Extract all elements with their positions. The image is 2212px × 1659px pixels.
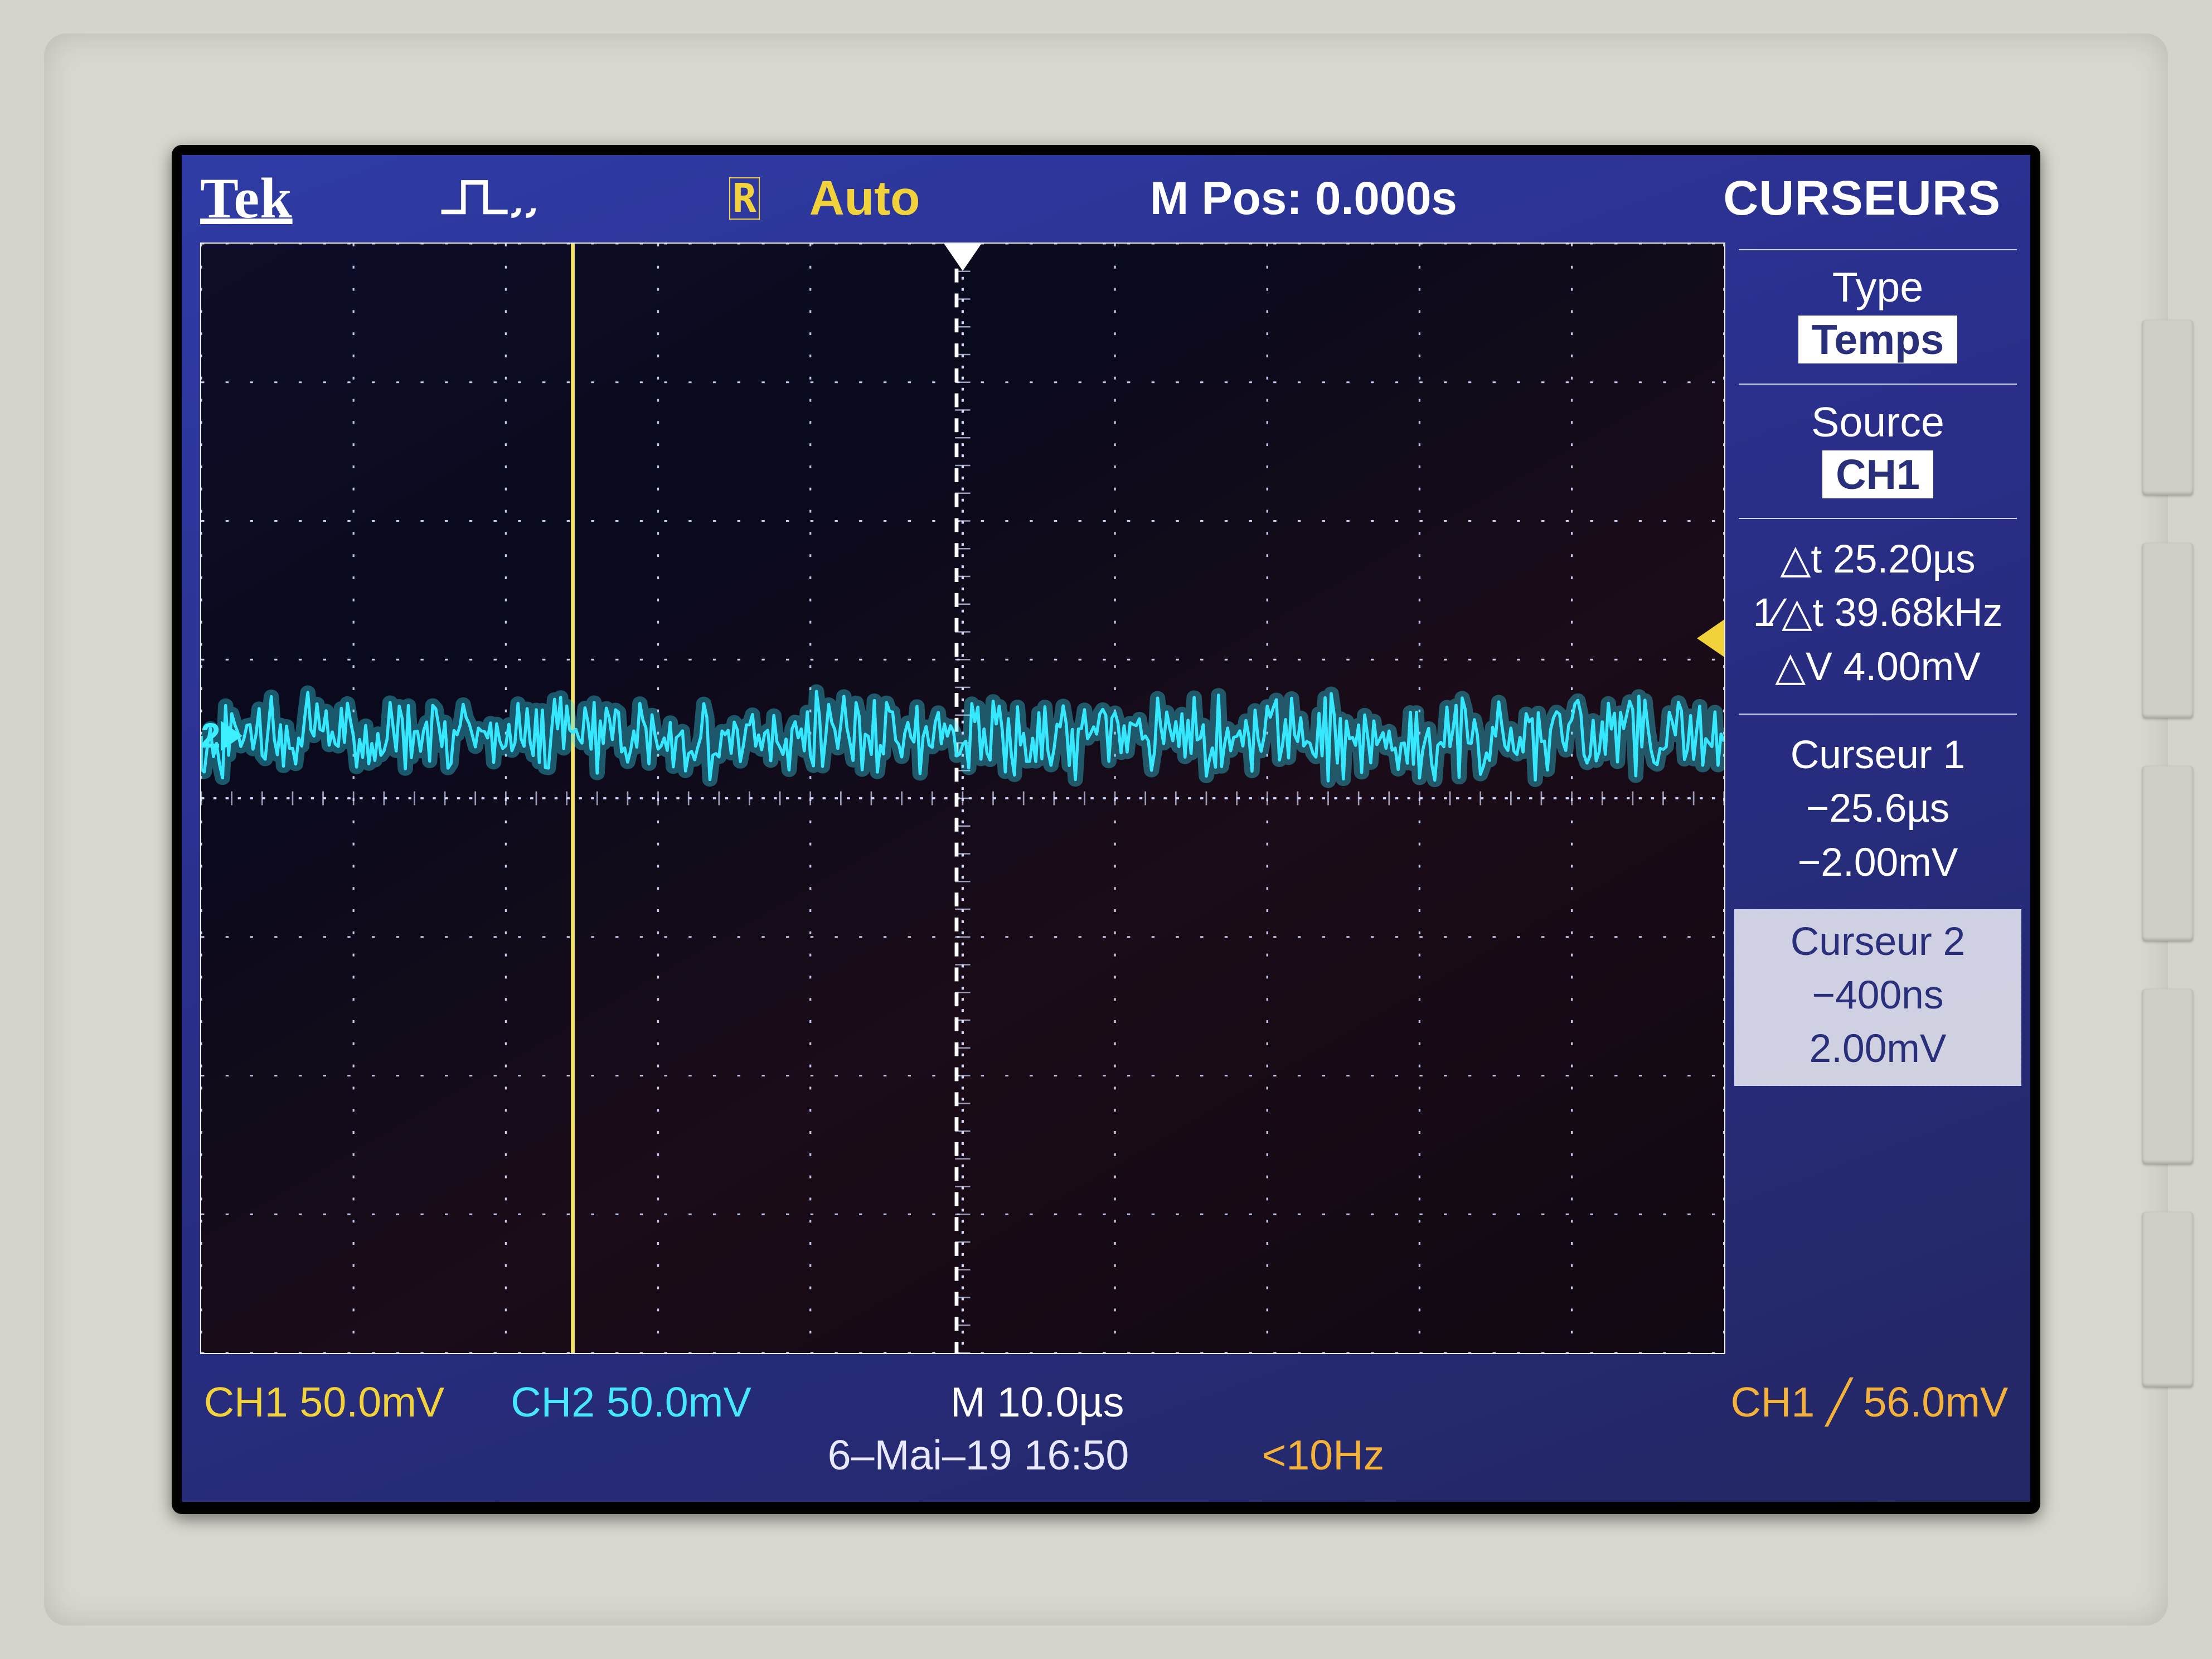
cursor1-title: Curseur 1 <box>1734 728 2021 782</box>
trigger-position-marker <box>943 242 982 271</box>
instrument-bezel: Tek R Auto M Pos: 0.000s CURSEURS <box>44 33 2167 1626</box>
softkey-physical[interactable] <box>2142 766 2193 941</box>
softkey-type-label: Type <box>1734 263 2021 311</box>
softkey-cursor2[interactable]: Curseur 2 −400ns 2.00mV <box>1734 909 2021 1086</box>
acquisition-mode-label: Auto <box>809 171 920 226</box>
softkey-source-value: CH1 <box>1822 450 1933 498</box>
delta-t-readout: △t 25.20µs <box>1734 532 2021 586</box>
ch2-ground-label: 2 <box>201 716 220 756</box>
trigger-glyph-icon <box>438 175 548 222</box>
ch1-trigger-level-marker <box>1697 619 1725 658</box>
cursor1-time: −25.6µs <box>1734 782 2021 835</box>
top-status-bar: Tek R Auto M Pos: 0.000s CURSEURS <box>182 155 2030 242</box>
softkey-source[interactable]: Source CH1 <box>1725 391 2030 512</box>
trigger-freq-readout: <10Hz <box>1262 1431 1384 1479</box>
bottom-status-bar: CH1 50.0mV CH2 50.0mV M 10.0µs CH1 ╱ 56.… <box>182 1354 2030 1502</box>
m-position-readout: M Pos: 0.000s <box>1150 172 1457 225</box>
datetime-readout: 6–Mai–19 16:50 <box>828 1431 1129 1479</box>
ch2-ground-marker: 2 <box>201 716 242 756</box>
timebase-readout: M 10.0µs <box>950 1378 1124 1426</box>
menu-title: CURSEURS <box>1723 171 2012 226</box>
softkey-type-value: Temps <box>1798 316 1957 363</box>
main-area: 2 Type Temps Source <box>182 242 2030 1354</box>
softkey-physical[interactable] <box>2142 989 2193 1164</box>
arrow-right-icon <box>221 721 242 751</box>
ch1-scale-readout: CH1 50.0mV <box>204 1378 445 1426</box>
acquisition-mode-badge: R <box>729 177 760 219</box>
delta-v-readout: △V 4.00mV <box>1734 640 2021 693</box>
side-menu: Type Temps Source CH1 △t 25.20µs 1⁄△t 39… <box>1725 242 2030 1354</box>
softkey-physical[interactable] <box>2142 320 2193 495</box>
brand-logo: Tek <box>200 166 293 231</box>
freq-readout: 1⁄△t 39.68kHz <box>1734 586 2021 639</box>
ch2-scale-readout: CH2 50.0mV <box>511 1378 751 1426</box>
waveform-area: 2 <box>182 242 1725 1354</box>
cursor2-volt: 2.00mV <box>1740 1022 2016 1075</box>
waveform-plot[interactable]: 2 <box>200 242 1725 1354</box>
softkey-physical[interactable] <box>2142 543 2193 718</box>
oscilloscope-screen: Tek R Auto M Pos: 0.000s CURSEURS <box>182 155 2030 1502</box>
cursor-delta-readouts: △t 25.20µs 1⁄△t 39.68kHz △V 4.00mV <box>1725 526 2030 707</box>
waveform-svg <box>201 244 1724 1353</box>
trigger-readout: CH1 ╱ 56.0mV <box>1730 1377 2008 1427</box>
softkey-type[interactable]: Type Temps <box>1725 256 2030 377</box>
lcd-frame: Tek R Auto M Pos: 0.000s CURSEURS <box>172 145 2040 1515</box>
softkey-source-label: Source <box>1734 398 2021 446</box>
softkey-physical[interactable] <box>2142 1212 2193 1387</box>
softkey-cursor1[interactable]: Curseur 1 −25.6µs −2.00mV <box>1725 721 2030 903</box>
cursor1-volt: −2.00mV <box>1734 836 2021 889</box>
cursor2-title: Curseur 2 <box>1740 915 2016 968</box>
cursor2-time: −400ns <box>1740 968 2016 1022</box>
